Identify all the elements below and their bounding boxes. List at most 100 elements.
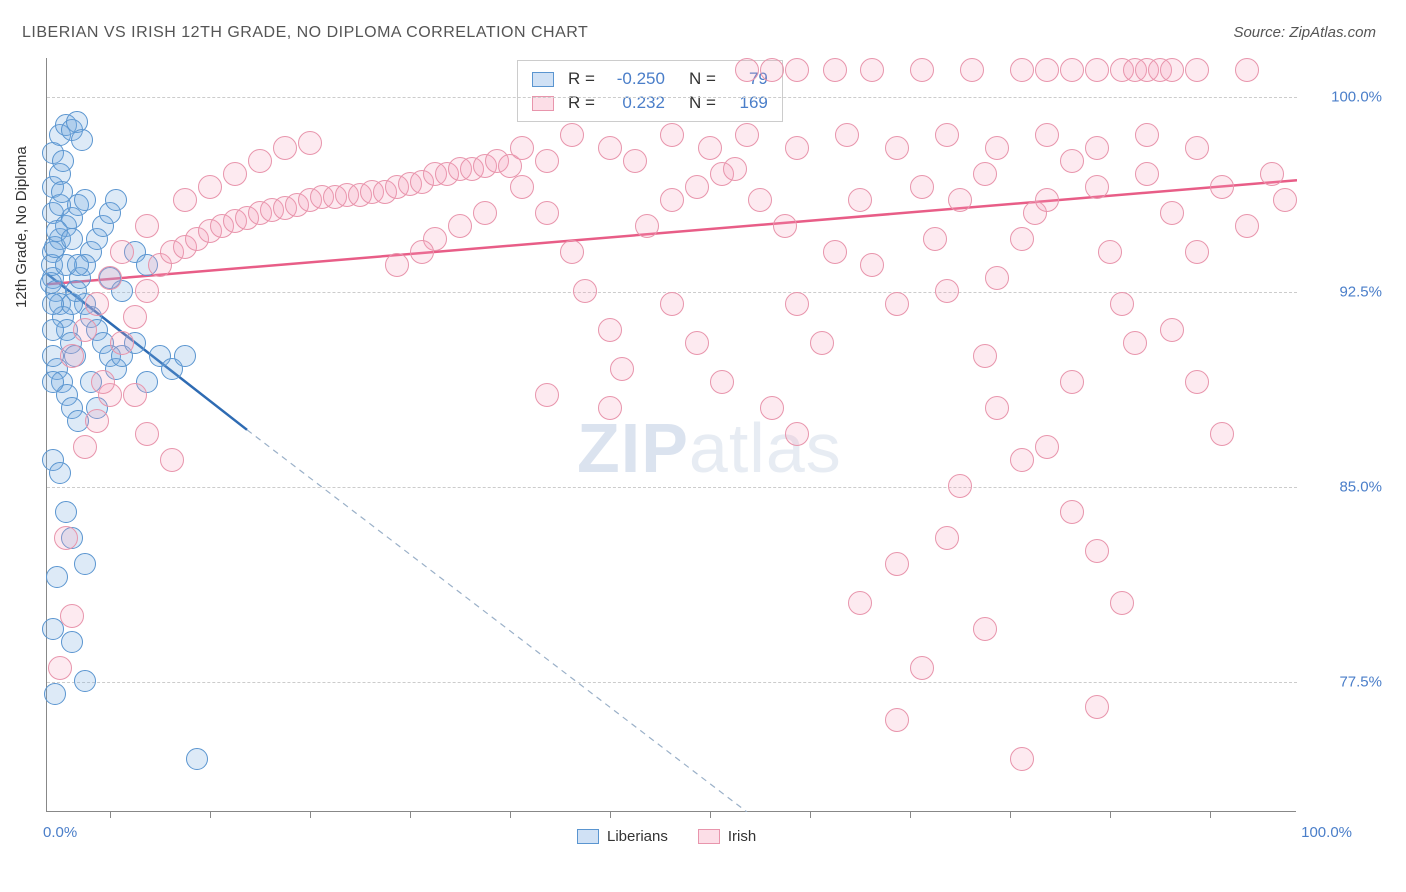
data-point — [1235, 58, 1259, 82]
data-point — [1060, 58, 1084, 82]
data-point — [973, 617, 997, 641]
data-point — [448, 214, 472, 238]
legend-row: R = 0.232 N = 169 — [532, 91, 768, 115]
legend-swatch — [532, 72, 554, 87]
xtick — [810, 811, 811, 818]
data-point — [1135, 162, 1159, 186]
data-point — [54, 526, 78, 550]
ytick-label: 92.5% — [1339, 284, 1382, 301]
data-point — [42, 319, 64, 341]
data-point — [735, 123, 759, 147]
data-point — [1110, 591, 1134, 615]
xtick — [110, 811, 111, 818]
chart-title: LIBERIAN VS IRISH 12TH GRADE, NO DIPLOMA… — [22, 24, 588, 42]
xtick-label-start: 0.0% — [43, 824, 77, 841]
data-point — [685, 331, 709, 355]
data-point — [135, 279, 159, 303]
watermark: ZIPatlas — [577, 408, 842, 488]
xtick — [1210, 811, 1211, 818]
data-point — [67, 254, 89, 276]
data-point — [51, 181, 73, 203]
data-point — [1160, 201, 1184, 225]
plot-area: 12th Grade, No Diploma ZIPatlas R = -0.2… — [46, 58, 1296, 812]
data-point — [948, 474, 972, 498]
data-point — [60, 604, 84, 628]
gridline — [47, 487, 1297, 488]
data-point — [1010, 448, 1034, 472]
data-point — [685, 175, 709, 199]
data-point — [48, 656, 72, 680]
n-label: N = — [689, 93, 716, 113]
data-point — [1085, 58, 1109, 82]
data-point — [960, 58, 984, 82]
data-point — [823, 58, 847, 82]
xtick — [410, 811, 411, 818]
data-point — [223, 162, 247, 186]
data-point — [985, 396, 1009, 420]
data-point — [173, 188, 197, 212]
data-point — [885, 552, 909, 576]
data-point — [823, 240, 847, 264]
data-point — [123, 383, 147, 407]
data-point — [1260, 162, 1284, 186]
n-value: 169 — [726, 93, 768, 113]
data-point — [560, 123, 584, 147]
xtick — [1010, 811, 1011, 818]
data-point — [42, 293, 64, 315]
data-point — [1123, 331, 1147, 355]
gridline — [47, 97, 1297, 98]
data-point — [1160, 318, 1184, 342]
data-point — [98, 266, 122, 290]
ytick-label: 85.0% — [1339, 479, 1382, 496]
y-axis-label: 12th Grade, No Diploma — [13, 146, 30, 308]
data-point — [55, 501, 77, 523]
data-point — [848, 188, 872, 212]
data-point — [1060, 370, 1084, 394]
data-point — [71, 129, 93, 151]
data-point — [74, 553, 96, 575]
xtick — [910, 811, 911, 818]
data-point — [623, 149, 647, 173]
legend-item: Irish — [698, 828, 756, 845]
data-point — [73, 318, 97, 342]
data-point — [110, 240, 134, 264]
data-point — [1098, 240, 1122, 264]
data-point — [44, 683, 66, 705]
xtick — [610, 811, 611, 818]
data-point — [598, 136, 622, 160]
data-point — [1035, 123, 1059, 147]
data-point — [1010, 58, 1034, 82]
data-point — [760, 396, 784, 420]
legend-item: Liberians — [577, 828, 668, 845]
data-point — [535, 201, 559, 225]
data-point — [1060, 149, 1084, 173]
data-point — [660, 123, 684, 147]
data-point — [785, 58, 809, 82]
data-point — [535, 149, 559, 173]
data-point — [573, 279, 597, 303]
xtick-label-end: 100.0% — [1301, 824, 1352, 841]
data-point — [186, 748, 208, 770]
data-point — [1060, 500, 1084, 524]
data-point — [135, 214, 159, 238]
data-point — [598, 318, 622, 342]
data-point — [785, 136, 809, 160]
data-point — [860, 58, 884, 82]
data-point — [810, 331, 834, 355]
data-point — [510, 136, 534, 160]
data-point — [1085, 695, 1109, 719]
ytick-label: 100.0% — [1331, 89, 1382, 106]
data-point — [1085, 175, 1109, 199]
data-point — [1035, 58, 1059, 82]
data-point — [74, 670, 96, 692]
data-point — [710, 370, 734, 394]
data-point — [835, 123, 859, 147]
data-point — [49, 462, 71, 484]
data-point — [74, 189, 96, 211]
data-point — [73, 435, 97, 459]
data-point — [698, 136, 722, 160]
data-point — [61, 631, 83, 653]
data-point — [1160, 58, 1184, 82]
data-point — [848, 591, 872, 615]
data-point — [885, 136, 909, 160]
